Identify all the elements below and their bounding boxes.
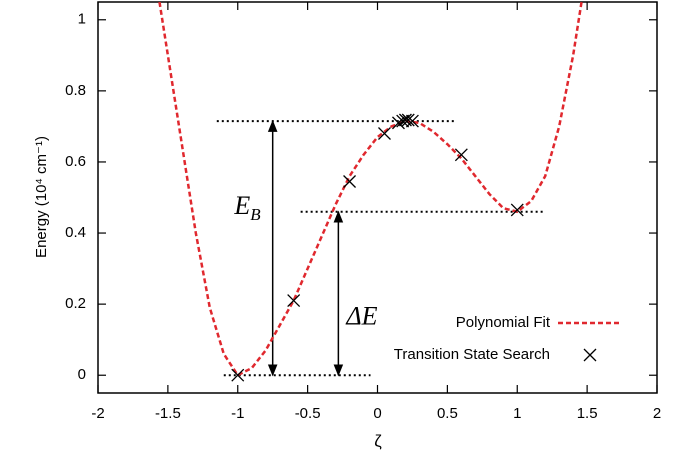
marker (287, 294, 301, 308)
annotation-text: ΔE (345, 301, 377, 330)
y-tick-label: 0.2 (65, 295, 86, 312)
x-tick-label: -0.5 (295, 405, 321, 422)
legend-label: Transition State Search (394, 346, 550, 363)
marker (231, 368, 245, 382)
fit-line (158, 2, 583, 377)
marker (378, 127, 391, 140)
marker (510, 203, 524, 217)
x-tick-label: 0.5 (437, 405, 458, 422)
annotation: EB (233, 191, 261, 224)
marker (454, 148, 468, 162)
x-tick-label: 1.5 (577, 405, 598, 422)
annotation-subscript: B (250, 205, 261, 224)
marker (396, 114, 410, 128)
x-axis-label: ζ (374, 431, 382, 450)
marker (392, 116, 405, 130)
legend-label: Polynomial Fit (456, 314, 551, 331)
y-tick-label: 1 (78, 11, 86, 28)
x-tick-label: -1 (231, 405, 244, 422)
y-tick-label: 0.4 (65, 224, 86, 241)
marker (401, 113, 415, 127)
x-tick-label: 1 (513, 405, 521, 422)
y-tick-label: 0.8 (65, 82, 86, 99)
marker (405, 114, 419, 128)
y-tick-label: 0 (78, 366, 86, 383)
legend-swatch (583, 348, 597, 362)
x-tick-label: -2 (91, 405, 104, 422)
x-tick-label: -1.5 (155, 405, 181, 422)
annotation: ΔE (345, 301, 377, 330)
x-tick-label: 2 (653, 405, 661, 422)
annotation-text: E (233, 191, 250, 220)
y-tick-label: 0.6 (65, 153, 86, 170)
y-axis-label: Energy (10⁴ cm⁻¹) (33, 136, 50, 258)
x-tick-label: 0 (373, 405, 381, 422)
marker (343, 175, 357, 188)
